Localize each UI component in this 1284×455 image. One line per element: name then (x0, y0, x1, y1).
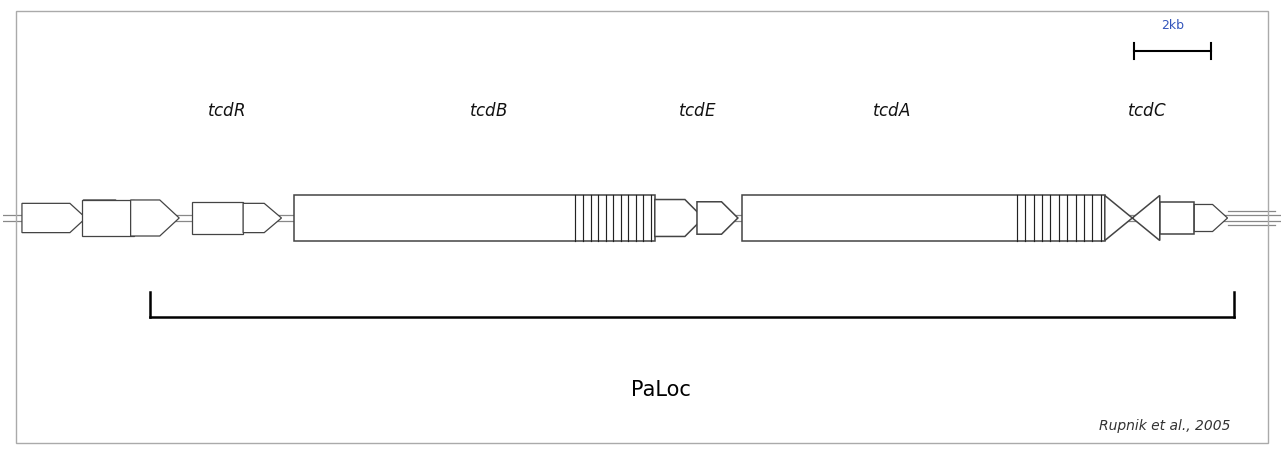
Bar (82, 201, 135, 237)
Text: Rupnik et al., 2005: Rupnik et al., 2005 (1099, 418, 1230, 432)
Polygon shape (131, 201, 180, 237)
Polygon shape (22, 204, 86, 233)
Text: $\it{tcdB}$: $\it{tcdB}$ (469, 101, 508, 120)
Polygon shape (243, 204, 281, 233)
Text: PaLoc: PaLoc (632, 379, 691, 399)
Text: $\it{tcdA}$: $\it{tcdA}$ (872, 101, 910, 120)
Polygon shape (1194, 205, 1228, 232)
Text: $\it{tcdR}$: $\it{tcdR}$ (208, 101, 245, 120)
Text: $\it{tcdC}$: $\it{tcdC}$ (1127, 101, 1167, 120)
Polygon shape (697, 202, 738, 235)
Text: 2kb: 2kb (1161, 19, 1184, 32)
Polygon shape (1104, 196, 1159, 241)
Text: $\it{tcdE}$: $\it{tcdE}$ (678, 101, 716, 120)
Bar (193, 202, 243, 235)
Bar (742, 196, 1104, 241)
Polygon shape (83, 201, 137, 237)
Bar (1159, 202, 1194, 235)
Bar (294, 196, 655, 241)
Polygon shape (655, 200, 704, 237)
